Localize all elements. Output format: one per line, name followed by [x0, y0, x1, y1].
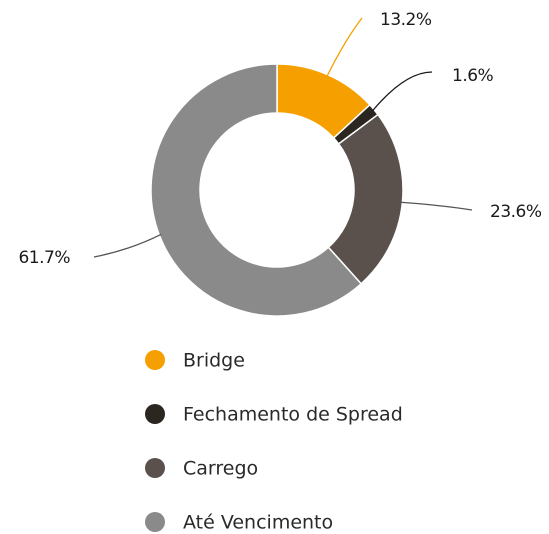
leader-line [326, 17, 363, 77]
value-label: 23.6% [490, 202, 542, 222]
legend-marker [145, 404, 165, 424]
legend-marker [145, 350, 165, 370]
value-label: 13.2% [380, 10, 432, 30]
legend-label: Bridge [183, 350, 245, 372]
legend-marker [145, 458, 165, 478]
leader-line [93, 233, 162, 258]
donut-slice [150, 63, 363, 317]
value-label: 61.7% [18, 248, 70, 268]
leader-line [371, 71, 433, 112]
legend-marker [145, 512, 165, 532]
leader-line [400, 201, 473, 211]
legend-label: Fechamento de Spread [183, 404, 403, 426]
legend-label: Até Vencimento [183, 512, 333, 534]
legend-label: Carrego [183, 458, 258, 480]
value-label: 1.6% [452, 66, 494, 86]
